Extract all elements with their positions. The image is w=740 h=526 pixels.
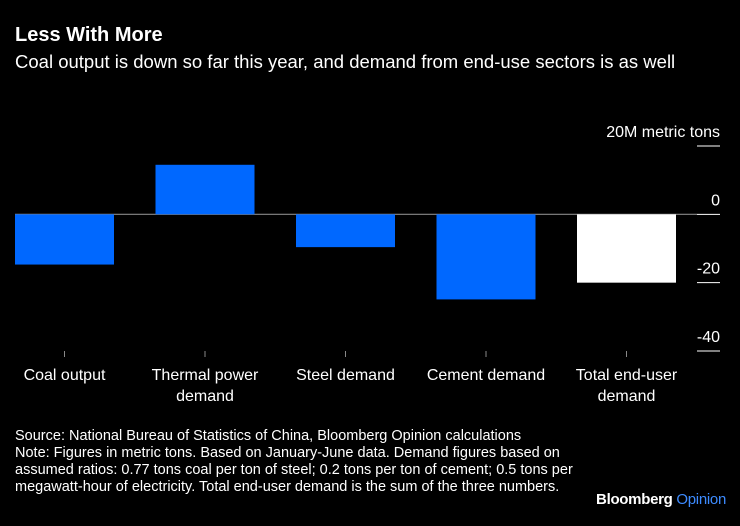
bar-0 xyxy=(15,214,114,265)
bar-3 xyxy=(436,214,536,300)
y-tick-label: -20 xyxy=(697,261,720,278)
y-tick-label: -40 xyxy=(697,329,720,346)
y-tick-label: 20M metric tons xyxy=(606,124,720,141)
chart-title: Less With More xyxy=(15,24,163,46)
x-tick-label: Steel demand xyxy=(296,367,395,384)
methodology-note: Note: Figures in metric tons. Based on J… xyxy=(15,445,573,495)
x-tick-label: Thermal power xyxy=(152,367,259,384)
bloomberg-opinion-logo: Bloomberg Opinion xyxy=(596,491,726,508)
x-tick-label: Coal output xyxy=(24,367,106,384)
x-tick-label: demand xyxy=(176,388,234,405)
source-note: Source: National Bureau of Statistics of… xyxy=(15,428,522,444)
x-tick-label: demand xyxy=(598,388,656,405)
bar-4 xyxy=(577,214,676,283)
chart-subtitle: Coal output is down so far this year, an… xyxy=(15,51,676,72)
footer: Source: National Bureau of Statistics of… xyxy=(15,428,595,496)
bar-2 xyxy=(296,214,395,248)
x-tick-label: Cement demand xyxy=(427,367,545,384)
y-tick-label: 0 xyxy=(711,192,720,209)
x-tick-label: Total end-user xyxy=(576,367,678,384)
bar-1 xyxy=(155,164,255,215)
